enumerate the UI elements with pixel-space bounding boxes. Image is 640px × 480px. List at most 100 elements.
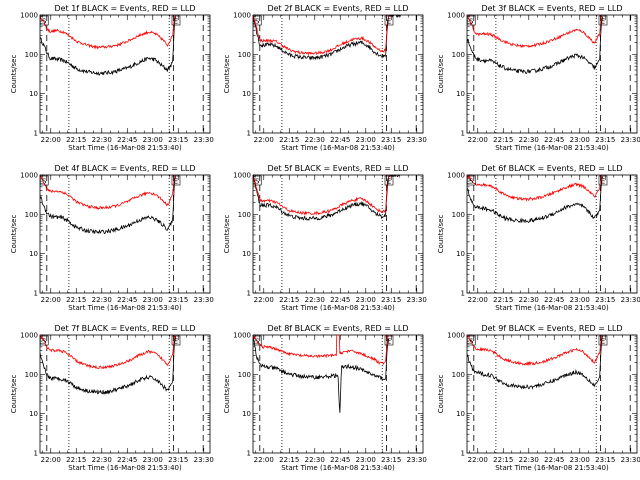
x-tick-label: 23:00 — [356, 296, 376, 304]
y-tick-label: 1 — [461, 450, 465, 458]
events-trace — [467, 335, 604, 390]
events-trace — [253, 175, 400, 221]
plot-frame — [39, 334, 211, 454]
y-tick-label: 10 — [242, 410, 251, 418]
lld-trace — [253, 15, 390, 57]
y-tick-label: 1 — [34, 130, 38, 138]
marker-label: E — [601, 338, 605, 346]
panel-9: Det 9f BLACK = Events, RED = LLD 1 10 100 10… — [437, 324, 640, 472]
y-tick-label: 10 — [29, 250, 38, 258]
x-tick-label: 22:00 — [41, 456, 61, 464]
lld-trace — [40, 175, 176, 211]
marker-box — [252, 335, 262, 346]
marker-box — [384, 335, 394, 346]
marker-label: S — [42, 178, 47, 186]
events-trace — [40, 16, 177, 76]
panel-title: Det 1f BLACK = Events, RED = LLD — [54, 4, 195, 13]
y-tick-label: 1000 — [233, 332, 251, 340]
x-tick-label: 23:15 — [381, 456, 401, 464]
marker-label: S — [469, 178, 474, 186]
marker-box — [252, 15, 262, 26]
x-tick-label: 23:30 — [407, 136, 427, 144]
marker-box — [252, 175, 262, 186]
marker-box — [39, 175, 49, 186]
x-tick-label: 23:15 — [168, 136, 188, 144]
panel-title: Det 3f BLACK = Events, RED = LLD — [481, 4, 622, 13]
x-tick-label: 23:15 — [381, 296, 401, 304]
x-tick-label: 23:15 — [595, 136, 615, 144]
lld-trace — [40, 15, 177, 50]
x-tick-label: 23:15 — [168, 296, 188, 304]
y-tick-label: 1000 — [447, 172, 465, 180]
panel-title: Det 7f BLACK = Events, RED = LLD — [54, 324, 195, 333]
y-axis-label: Counts/sec — [10, 215, 18, 254]
panel-6: Det 6f BLACK = Events, RED = LLD 1 10 100 10… — [437, 164, 640, 312]
y-axis-label: Counts/sec — [223, 55, 231, 94]
panel-5: Det 5f BLACK = Events, RED = LLD 1 10 100 10… — [223, 164, 427, 312]
plot-frame — [252, 334, 424, 454]
marker-label: S — [469, 18, 474, 26]
x-tick-label: 22:45 — [330, 136, 350, 144]
x-tick-label: 22:30 — [519, 296, 539, 304]
x-tick-label: 22:45 — [117, 296, 137, 304]
events-trace — [467, 16, 604, 74]
y-tick-label: 1 — [34, 290, 38, 298]
y-axis-label: Counts/sec — [223, 215, 231, 254]
marker-label: E — [174, 178, 178, 186]
x-tick-label: 23:30 — [621, 296, 640, 304]
y-tick-label: 1000 — [233, 172, 251, 180]
panel-title: Det 9f BLACK = Events, RED = LLD — [481, 324, 622, 333]
x-axis-label: Start Time (16-Mar-08 21:53:40) — [495, 464, 609, 472]
x-tick-label: 23:30 — [407, 296, 427, 304]
events-trace — [467, 176, 604, 224]
marker-label: S — [42, 18, 47, 26]
marker-box — [171, 15, 181, 26]
panel-title: Det 8f BLACK = Events, RED = LLD — [267, 324, 408, 333]
panel-4: Det 4f BLACK = Events, RED = LLD 1 10 100 10… — [10, 164, 214, 312]
y-tick-label: 10 — [456, 250, 465, 258]
x-axis-label: Start Time (16-Mar-08 21:53:40) — [495, 304, 609, 312]
x-tick-label: 22:30 — [519, 136, 539, 144]
events-trace — [40, 176, 177, 235]
x-tick-label: 22:30 — [305, 456, 325, 464]
marker-label: S — [469, 338, 474, 346]
x-axis-label: Start Time (16-Mar-08 21:53:40) — [68, 304, 182, 312]
events-trace — [40, 336, 177, 396]
x-axis-label: Start Time (16-Mar-08 21:53:40) — [495, 144, 609, 152]
x-tick-label: 23:00 — [356, 456, 376, 464]
x-tick-label: 23:30 — [194, 136, 214, 144]
panel-2: Det 2f BLACK = Events, RED = LLD 1 10 100 10… — [223, 4, 427, 152]
x-tick-label: 22:00 — [41, 296, 61, 304]
x-tick-label: 23:15 — [595, 456, 615, 464]
y-tick-label: 100 — [452, 51, 465, 59]
y-tick-label: 100 — [452, 211, 465, 219]
y-axis-label: Counts/sec — [223, 375, 231, 414]
marker-box — [39, 335, 49, 346]
marker-box — [598, 335, 608, 346]
marker-label: E — [601, 178, 605, 186]
marker-box — [466, 15, 476, 26]
x-tick-label: 22:45 — [544, 296, 564, 304]
y-tick-label: 100 — [25, 51, 38, 59]
x-tick-label: 23:00 — [143, 456, 163, 464]
y-tick-label: 10 — [29, 90, 38, 98]
events-trace — [253, 15, 402, 61]
marker-box — [598, 175, 608, 186]
lld-trace — [40, 335, 177, 370]
x-tick-label: 22:45 — [330, 456, 350, 464]
x-tick-label: 22:15 — [66, 136, 86, 144]
lld-trace — [467, 175, 603, 202]
x-axis-label: Start Time (16-Mar-08 21:53:40) — [281, 464, 395, 472]
plot-frame — [466, 334, 638, 454]
panel-title: Det 6f BLACK = Events, RED = LLD — [481, 164, 622, 173]
x-tick-label: 23:15 — [381, 136, 401, 144]
y-tick-label: 1000 — [20, 172, 38, 180]
y-axis-label: Counts/sec — [10, 375, 18, 414]
x-tick-label: 23:30 — [621, 456, 640, 464]
plot-frame — [252, 14, 424, 134]
y-tick-label: 1000 — [20, 12, 38, 20]
x-tick-label: 23:30 — [194, 296, 214, 304]
panel-3: Det 3f BLACK = Events, RED = LLD 1 10 100 10… — [437, 4, 640, 152]
marker-label: E — [387, 18, 391, 26]
x-tick-label: 22:00 — [468, 136, 488, 144]
